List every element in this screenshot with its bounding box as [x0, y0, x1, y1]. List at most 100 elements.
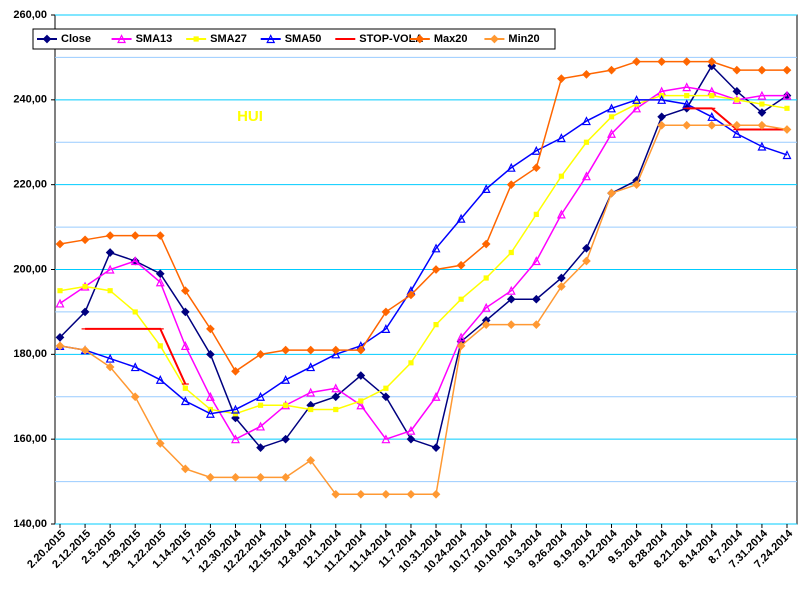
marker	[531, 256, 541, 266]
marker	[456, 341, 466, 351]
marker	[483, 275, 489, 281]
marker	[757, 108, 767, 117]
marker	[266, 34, 276, 44]
marker	[558, 173, 564, 179]
marker	[82, 283, 88, 290]
marker	[732, 120, 742, 130]
marker	[256, 349, 265, 359]
y-tick-label: 260,00	[13, 9, 47, 21]
marker	[281, 472, 290, 482]
marker	[381, 307, 391, 317]
marker	[356, 345, 366, 355]
marker	[759, 101, 765, 107]
marker	[406, 290, 416, 300]
marker	[481, 320, 491, 329]
marker	[331, 383, 341, 393]
marker	[130, 392, 140, 402]
marker	[682, 57, 692, 67]
marker	[331, 392, 341, 402]
legend-label: Min20	[508, 33, 539, 45]
marker	[481, 302, 491, 312]
marker	[55, 333, 65, 342]
marker	[757, 141, 767, 151]
marker	[632, 103, 642, 113]
marker	[381, 324, 391, 333]
y-tick-label: 220,00	[13, 179, 47, 191]
marker	[257, 402, 264, 408]
marker	[583, 139, 590, 145]
marker	[481, 184, 491, 194]
marker	[757, 120, 767, 130]
marker	[283, 402, 289, 408]
marker	[308, 406, 314, 413]
marker	[531, 145, 541, 155]
marker	[206, 349, 215, 359]
series-line	[59, 86, 787, 441]
marker	[433, 322, 439, 328]
marker	[506, 180, 516, 190]
marker	[732, 128, 742, 138]
marker	[431, 265, 441, 274]
marker	[256, 472, 265, 482]
legend-label: SMA50	[285, 33, 322, 45]
marker	[231, 413, 240, 423]
marker	[557, 273, 566, 283]
marker	[506, 294, 516, 304]
legend-label: Close	[61, 33, 91, 45]
marker	[55, 341, 65, 351]
marker	[306, 387, 316, 397]
marker	[557, 74, 566, 83]
marker	[707, 111, 717, 121]
marker	[231, 472, 240, 482]
marker	[331, 349, 341, 359]
marker	[306, 345, 316, 355]
marker	[406, 425, 416, 435]
legend: Close SMA13 SMA27 SMA50 STOP-VOLA Max20 Min20	[32, 28, 556, 50]
marker	[180, 396, 190, 406]
marker	[256, 421, 266, 431]
y-tick-label: 180,00	[13, 348, 47, 360]
marker	[155, 439, 165, 448]
marker	[632, 180, 641, 190]
series-line	[59, 64, 788, 449]
marker	[256, 443, 265, 452]
marker	[356, 371, 366, 380]
series-line	[59, 94, 788, 415]
marker	[757, 90, 767, 100]
marker	[557, 282, 566, 291]
marker	[381, 392, 391, 402]
marker	[80, 345, 90, 355]
marker	[117, 34, 127, 44]
marker	[556, 209, 566, 219]
series-layer	[55, 57, 792, 499]
marker	[180, 286, 190, 296]
marker	[531, 163, 541, 173]
marker	[130, 256, 140, 266]
marker	[155, 374, 165, 384]
marker	[231, 404, 240, 414]
marker	[657, 112, 667, 122]
marker	[709, 92, 715, 99]
marker	[481, 239, 491, 249]
marker	[657, 120, 667, 130]
marker	[732, 87, 742, 96]
marker	[632, 94, 642, 104]
marker	[732, 65, 742, 75]
legend-label: Max20	[434, 33, 468, 45]
marker	[356, 400, 366, 410]
marker	[55, 239, 65, 249]
marker	[383, 385, 389, 391]
marker	[782, 65, 792, 75]
legend-box	[32, 28, 556, 50]
marker	[356, 489, 366, 499]
marker	[456, 260, 466, 270]
marker	[132, 309, 138, 315]
marker	[55, 298, 65, 308]
marker	[633, 101, 640, 107]
marker	[105, 248, 115, 257]
marker	[180, 341, 190, 350]
marker	[707, 120, 717, 130]
marker	[80, 307, 90, 317]
